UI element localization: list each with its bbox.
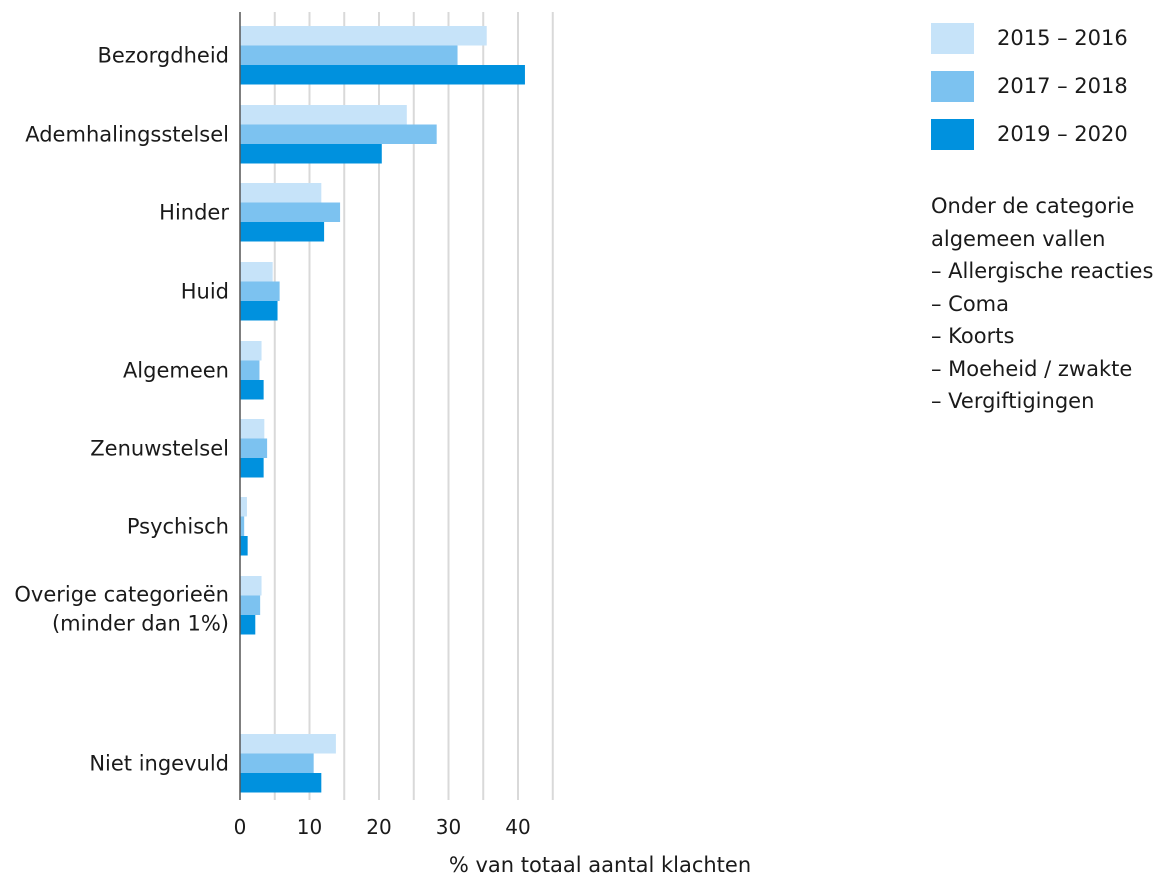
note-list-item: – Vergiftigingen <box>931 389 1095 413</box>
bar-bezorgdheid-series-3 <box>240 65 525 85</box>
note-heading-line2: algemeen vallen <box>931 226 1106 251</box>
x-tick-0: 0 <box>234 815 247 839</box>
legend: 2015 – 2016 2017 – 2018 2019 – 2020 <box>931 14 1128 158</box>
category-label-algemeen: Algemeen <box>123 358 229 382</box>
bar-hinder-series-3 <box>240 222 325 242</box>
category-label-huid: Huid <box>181 279 229 303</box>
bar-overige-categorieen-minder-dan-1-series-3 <box>240 615 256 635</box>
bar-chart: Bezorgdheid Ademhalingsstelsel Hinder Huid A… <box>14 12 751 877</box>
bar-psychisch-series-3 <box>240 536 248 556</box>
bar-niet-ingevuld-series-2 <box>240 753 314 773</box>
legend-swatch <box>931 22 974 54</box>
bar-psychisch-series-1 <box>240 497 247 517</box>
note-list-item: – Coma <box>931 291 1010 316</box>
note-heading-line1: Onder de categorie <box>931 194 1135 218</box>
category-note: Onder de categorie algemeen vallen – All… <box>931 190 1153 418</box>
x-tick-20: 20 <box>366 815 391 839</box>
category-label-hinder: Hinder <box>159 200 229 224</box>
bar-ademhalingsstelsel-series-2 <box>240 124 437 144</box>
x-tick-30: 30 <box>436 815 461 839</box>
legend-item-3: 2019 – 2020 <box>931 110 1128 158</box>
bar-hinder-series-1 <box>240 183 322 203</box>
note-list: – Allergische reacties – Coma – Koorts – Mo… <box>931 255 1153 418</box>
bar-ademhalingsstelsel-series-1 <box>240 105 407 125</box>
legend-label: 2019 – 2020 <box>997 122 1128 146</box>
bar-huid-series-3 <box>240 301 278 321</box>
bar-zenuwstelsel-series-1 <box>240 419 265 439</box>
note-list-item: – Moeheid / zwakte <box>931 356 1133 381</box>
category-label-zenuwstelsel: Zenuwstelsel <box>90 436 229 460</box>
x-tick-40: 40 <box>505 815 530 839</box>
legend-swatch <box>931 118 974 150</box>
bar-overige-categorieen-minder-dan-1-series-2 <box>240 595 261 615</box>
bar-ademhalingsstelsel-series-3 <box>240 144 382 164</box>
category-label-bezorgdheid: Bezorgdheid <box>97 43 229 67</box>
bar-algemeen-series-2 <box>240 360 260 380</box>
bar-huid-series-2 <box>240 281 280 301</box>
category-label-niet-ingevuld: Niet ingevuld <box>89 751 229 775</box>
legend-label: 2017 – 2018 <box>997 74 1128 98</box>
category-label-psychisch: Psychisch <box>127 514 229 538</box>
bars <box>240 26 525 793</box>
bar-zenuwstelsel-series-2 <box>240 438 268 458</box>
note-list-item: – Allergische reacties <box>931 259 1154 283</box>
note-list-item: – Koorts <box>931 324 1015 348</box>
category-labels: Bezorgdheid Ademhalingsstelsel Hinder Huid A… <box>14 43 229 775</box>
bar-algemeen-series-3 <box>240 380 264 400</box>
x-tick-10: 10 <box>297 815 322 839</box>
x-axis-title: % van totaal aantal klachten <box>449 853 751 877</box>
bar-algemeen-series-1 <box>240 341 262 361</box>
bar-bezorgdheid-series-2 <box>240 45 458 65</box>
bar-niet-ingevuld-series-3 <box>240 773 322 793</box>
category-label-ademhalingsstelsel: Ademhalingsstelsel <box>25 122 229 146</box>
legend-swatch <box>931 70 974 102</box>
legend-item-2: 2017 – 2018 <box>931 62 1128 110</box>
bar-niet-ingevuld-series-1 <box>240 734 336 754</box>
bar-psychisch-series-2 <box>240 516 245 536</box>
category-label-overige-categorieen-minder-dan-1: Overige categorieën (minder dan 1%) <box>14 582 229 635</box>
bar-overige-categorieen-minder-dan-1-series-1 <box>240 576 262 596</box>
x-tick-labels: 0 10 20 30 40 <box>234 815 531 839</box>
legend-label: 2015 – 2016 <box>997 26 1128 50</box>
bar-bezorgdheid-series-1 <box>240 26 487 46</box>
bar-zenuwstelsel-series-3 <box>240 458 264 478</box>
bar-huid-series-1 <box>240 262 273 282</box>
legend-item-1: 2015 – 2016 <box>931 14 1128 62</box>
bar-hinder-series-2 <box>240 202 341 222</box>
